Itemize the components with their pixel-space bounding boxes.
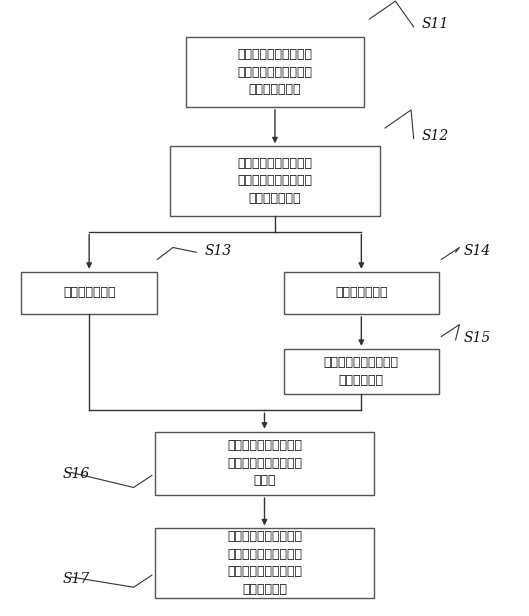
Text: S14: S14 <box>463 243 491 257</box>
Text: S13: S13 <box>204 243 232 257</box>
Text: 对初始相位值迭代，得
到目标相位值: 对初始相位值迭代，得 到目标相位值 <box>324 356 399 387</box>
Text: 正交调制两路基带抵消
信号，得到抵消信号并
与接收信号混合后作为
接收到的信号: 正交调制两路基带抵消 信号，得到抵消信号并 与接收信号混合后作为 接收到的信号 <box>227 530 302 596</box>
Text: 取得初始相位值: 取得初始相位值 <box>335 286 388 299</box>
Bar <box>284 349 439 394</box>
Text: 依据初始幅度值和目标
相位值得到两路基带抵
消信号: 依据初始幅度值和目标 相位值得到两路基带抵 消信号 <box>227 439 302 487</box>
Bar <box>170 146 380 216</box>
Text: S17: S17 <box>63 572 90 586</box>
Text: 对接收到的信号进行预
放大、解调制，得到两
路正交中频信号: 对接收到的信号进行预 放大、解调制，得到两 路正交中频信号 <box>238 48 313 96</box>
Text: 取得初始幅度值: 取得初始幅度值 <box>63 286 115 299</box>
Text: 分别对两路正交中频信
号滤波、模数变换，得
到正交基带信号: 分别对两路正交中频信 号滤波、模数变换，得 到正交基带信号 <box>238 157 313 205</box>
Text: S12: S12 <box>422 129 449 143</box>
Bar <box>154 432 375 495</box>
Bar <box>284 272 439 314</box>
Text: S11: S11 <box>422 17 449 31</box>
Bar <box>154 529 375 598</box>
Bar <box>186 38 364 107</box>
Bar <box>21 272 157 314</box>
Text: S15: S15 <box>463 331 491 345</box>
Text: S16: S16 <box>63 467 90 481</box>
